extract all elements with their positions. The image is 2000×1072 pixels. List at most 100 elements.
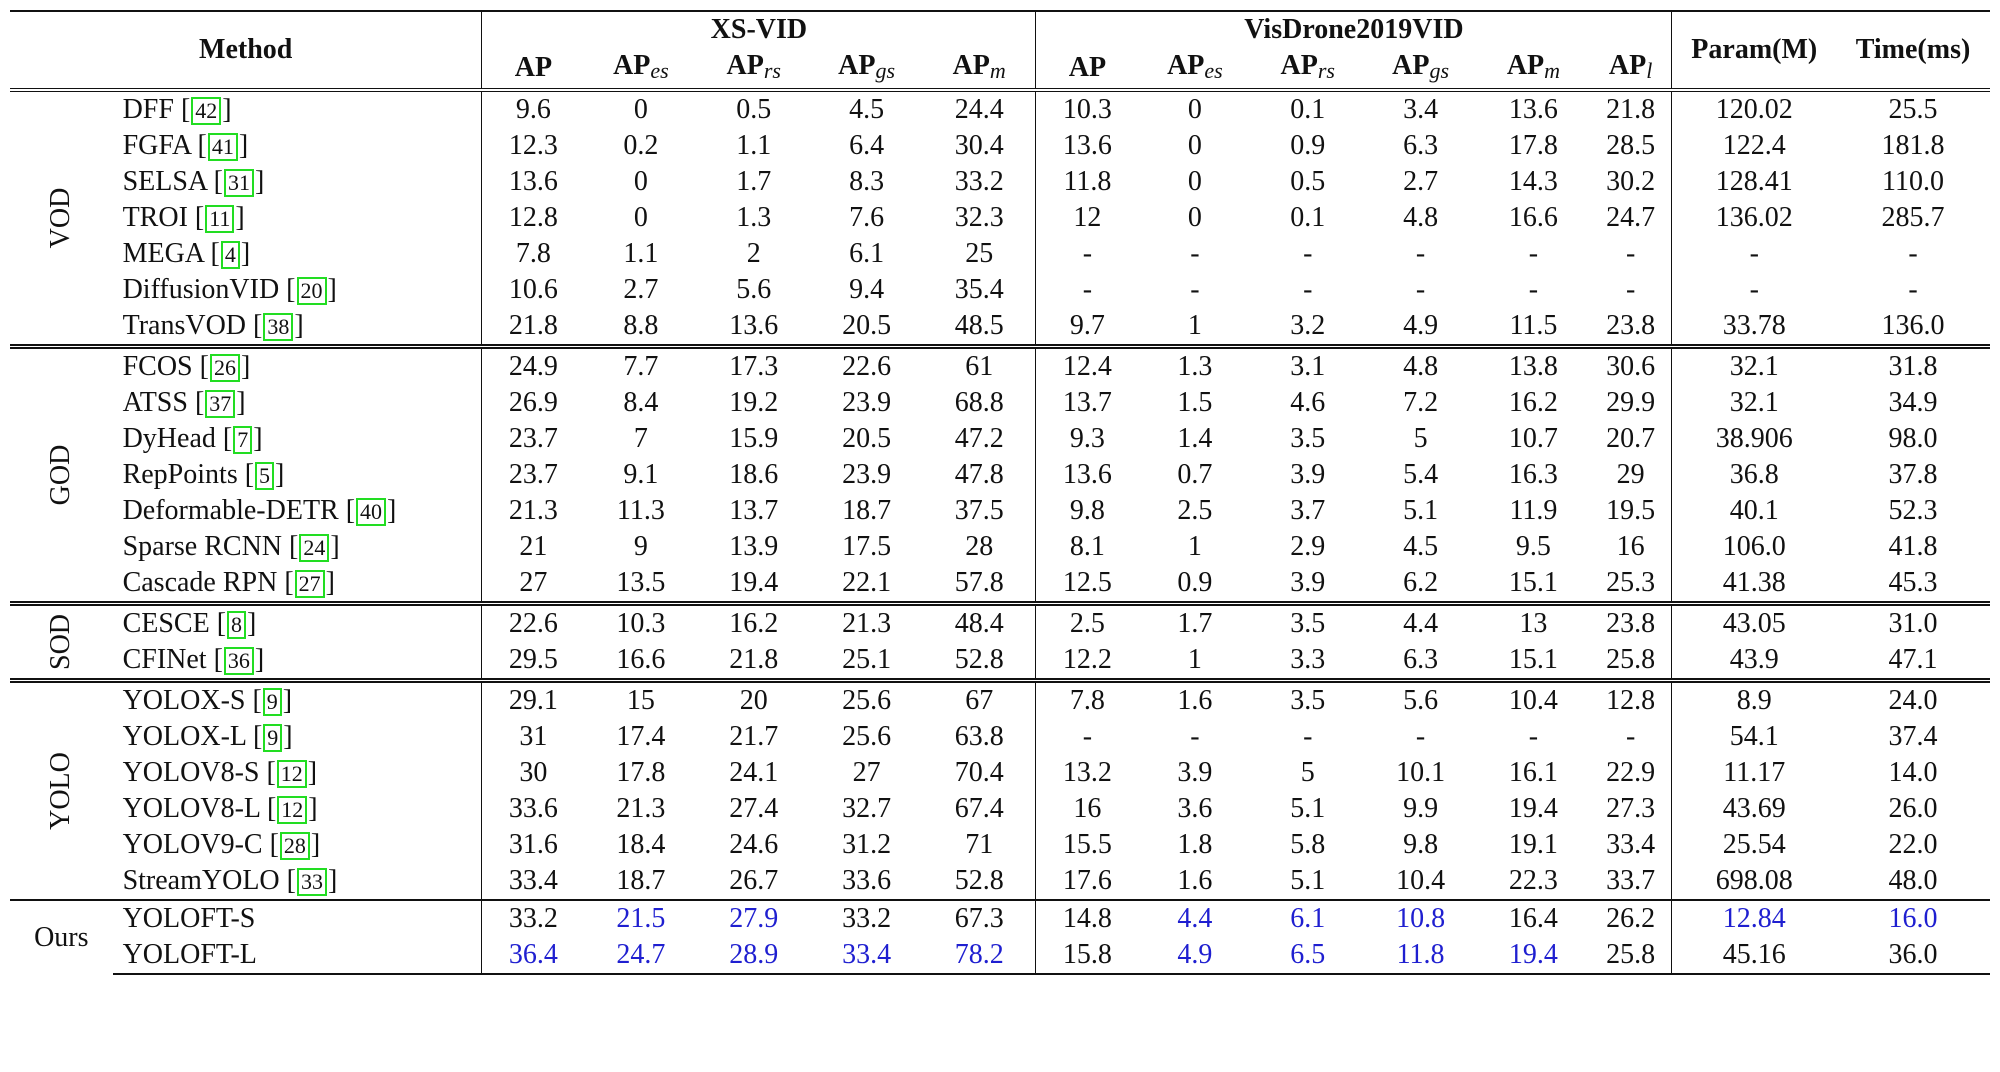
method-name: StreamYOLO — [122, 865, 280, 896]
value-cell: 31.2 — [842, 829, 892, 860]
method-name: YOLOX-S — [122, 685, 246, 716]
group-label: VOD — [45, 187, 77, 249]
value-cell: - — [1035, 236, 1139, 272]
metric-subscript: m — [989, 57, 1006, 83]
value-cell: 12.2 — [1035, 642, 1139, 681]
value-cell: 31 — [481, 719, 585, 755]
method-name: YOLOV9-C — [122, 829, 263, 860]
value-cell: 11.3 — [616, 495, 665, 526]
citation-link[interactable]: 31 — [223, 169, 254, 197]
citation-link[interactable]: 37 — [205, 390, 236, 418]
citation-link[interactable]: 5 — [255, 462, 275, 490]
method-header: Method — [10, 10, 482, 90]
citation-link[interactable]: 27 — [294, 570, 325, 598]
value-cell: 29.9 — [1606, 387, 1656, 418]
citation-link[interactable]: 33 — [296, 868, 327, 896]
table-row: Ours YOLOFT-S 33.2 21.5 27.9 33.2 67.3 14.8 4.4 6… — [10, 899, 1990, 974]
value-cell: 33.4 — [481, 863, 585, 900]
value-cell: 698.08 — [1671, 863, 1837, 900]
citation-link[interactable]: 4 — [220, 241, 240, 269]
table-row: YOLO YOLOX-S [9] 29.1 15 20 25.6 67 7.8 1.6 3.5 5.… — [10, 678, 1990, 900]
table-body: VOD DFF [42] 9.6 0 0.5 4.5 24.4 10.3 0 0.1 3.4 13.6… — [10, 88, 1990, 975]
value-cell: 17.3 — [697, 344, 811, 385]
value-cell: 36.8 — [1671, 457, 1837, 493]
value-cell: 3.6 — [1177, 793, 1213, 824]
value-cell: 12.3 — [481, 128, 585, 164]
citation-link[interactable]: 12 — [277, 796, 308, 824]
citation-link[interactable]: 9 — [262, 688, 282, 716]
visdrone-header: VisDrone2019VID — [1035, 10, 1672, 48]
citation-link[interactable]: 41 — [207, 133, 238, 161]
citation-link[interactable]: 8 — [227, 611, 247, 639]
vd-metric-header: APrs — [1251, 48, 1364, 90]
table-row: DyHead [7] 23.7 7 15.9 20.5 47.2 9.3 1.4 3.5 5 10.… — [10, 421, 1990, 457]
value-cell: 285.7 — [1881, 202, 1945, 233]
value-cell: 23.8 — [1589, 601, 1672, 642]
method-cell: FCOS [26] — [112, 344, 482, 385]
value-cell: 4.4 — [1364, 601, 1477, 642]
value-cell: 1 — [1187, 531, 1202, 562]
citation-link[interactable]: 28 — [279, 832, 310, 860]
value-cell: 54.1 — [1671, 719, 1837, 755]
citation-link[interactable]: 36 — [223, 647, 254, 675]
citation-link[interactable]: 12 — [276, 760, 307, 788]
value-cell: - — [1908, 238, 1918, 269]
value-cell: 6.1 — [849, 238, 885, 269]
value-cell: 6.5 — [1251, 937, 1365, 975]
method-name: TROI — [122, 202, 188, 233]
citation-link[interactable]: 9 — [263, 724, 283, 752]
method-cell: YOLOFT-S — [112, 899, 482, 937]
value-cell: 2.7 — [1403, 166, 1439, 197]
metric-base: AP — [1068, 52, 1107, 83]
value-cell: 13.6 — [1035, 457, 1139, 493]
value-cell: 36.0 — [1836, 937, 1990, 975]
value-cell: 11.17 — [1671, 755, 1837, 791]
metric-base: AP — [1608, 49, 1647, 81]
value-cell: 24.9 — [481, 344, 585, 385]
value-cell: 7.8 — [481, 236, 585, 272]
value-cell: 21 — [481, 529, 585, 565]
value-cell: 5.1 — [1290, 793, 1326, 824]
value-cell: 25.8 — [1606, 644, 1656, 675]
citation-link[interactable]: 24 — [299, 534, 330, 562]
citation-link[interactable]: 7 — [233, 426, 253, 454]
citation-link[interactable]: 38 — [263, 313, 294, 341]
value-cell: 8.3 — [849, 166, 885, 197]
value-cell: 15.5 — [1035, 827, 1139, 863]
value-cell: 12.4 — [1035, 344, 1139, 385]
results-table: Method XS-VID VisDrone2019VID Param(M) T… — [10, 10, 1990, 975]
value-cell: 19.4 — [1508, 793, 1558, 824]
value-cell: 22.6 — [810, 344, 923, 385]
value-cell: 4.8 — [1364, 344, 1477, 385]
value-cell: 1.1 — [736, 130, 772, 161]
method-name: YOLOV8-L — [122, 793, 260, 824]
value-cell: 13.6 — [729, 310, 779, 341]
value-cell: 13.7 — [1035, 385, 1139, 421]
value-cell: 52.8 — [954, 644, 1004, 675]
method-cell: DiffusionVID [20] — [122, 274, 337, 305]
value-cell: 14.8 — [1035, 899, 1139, 937]
value-cell: 3.4 — [1364, 88, 1477, 128]
value-cell: 67.4 — [954, 793, 1004, 824]
value-cell: 3.5 — [1251, 601, 1365, 642]
value-cell: 3.9 — [1177, 757, 1213, 788]
value-cell: 47.2 — [954, 423, 1004, 454]
value-cell: 106.0 — [1671, 529, 1837, 565]
table-row: YOLOV8-S [12] 30 17.8 24.1 27 70.4 13.2 3.9 5 10.… — [10, 755, 1990, 791]
value-cell: 0.1 — [1290, 202, 1326, 233]
group-label-cell: Ours — [10, 899, 113, 974]
citation-link[interactable]: 42 — [191, 97, 222, 125]
value-cell: 0.7 — [1177, 459, 1213, 490]
value-cell: 16.2 — [697, 601, 811, 642]
method-cell: TransVOD [38] — [122, 310, 304, 341]
citation-link[interactable]: 20 — [296, 277, 327, 305]
citation-link[interactable]: 26 — [209, 354, 240, 382]
method-cell: SELSA [31] — [122, 166, 265, 197]
citation-link[interactable]: 11 — [205, 205, 235, 233]
value-cell: 14.0 — [1888, 757, 1938, 788]
value-cell: 31.6 — [481, 827, 585, 863]
citation-link[interactable]: 40 — [356, 498, 387, 526]
value-cell: 21.3 — [481, 493, 585, 529]
method-name: DiffusionVID — [122, 274, 280, 305]
value-cell: 16.1 — [1508, 757, 1558, 788]
